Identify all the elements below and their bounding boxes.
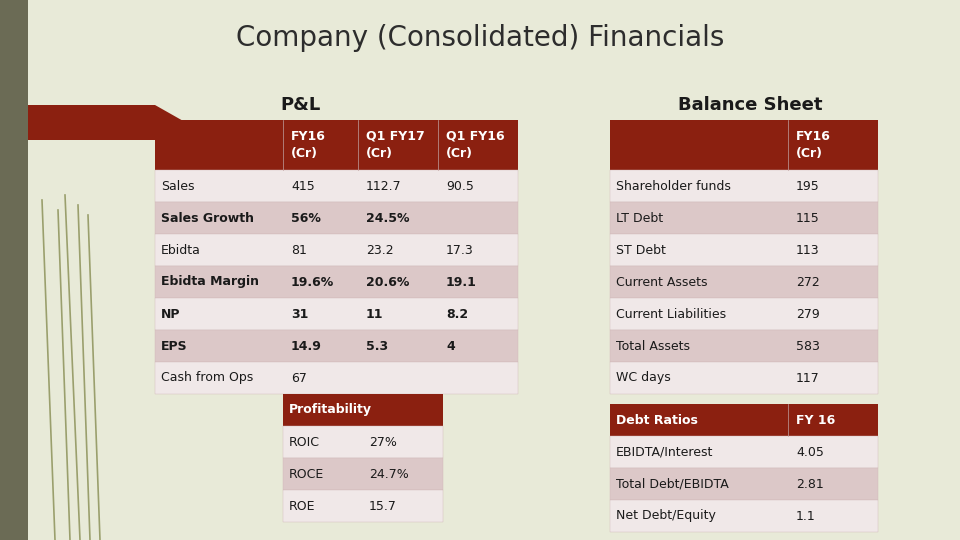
Text: EBIDTA/Interest: EBIDTA/Interest: [616, 446, 713, 458]
Text: (Cr): (Cr): [366, 147, 393, 160]
Text: 15.7: 15.7: [369, 500, 396, 512]
Text: 27%: 27%: [369, 435, 396, 449]
Text: 20.6%: 20.6%: [366, 275, 409, 288]
Text: 14.9: 14.9: [291, 340, 322, 353]
Text: ROIC: ROIC: [289, 435, 320, 449]
Text: Shareholder funds: Shareholder funds: [616, 179, 731, 192]
Text: Current Assets: Current Assets: [616, 275, 708, 288]
Text: 2.81: 2.81: [796, 477, 824, 490]
Text: FY 16: FY 16: [796, 414, 835, 427]
Text: Q1 FY17: Q1 FY17: [366, 130, 424, 143]
Text: Sales Growth: Sales Growth: [161, 212, 254, 225]
Text: 81: 81: [291, 244, 307, 256]
Text: 4: 4: [446, 340, 455, 353]
Text: Profitability: Profitability: [289, 403, 372, 416]
Text: 24.7%: 24.7%: [369, 468, 409, 481]
Bar: [610, 120, 878, 170]
Text: 8.2: 8.2: [446, 307, 468, 321]
Bar: [155, 362, 518, 394]
Text: 90.5: 90.5: [446, 179, 474, 192]
Text: FY16: FY16: [291, 130, 325, 143]
Bar: [155, 298, 518, 330]
Text: Total Assets: Total Assets: [616, 340, 690, 353]
Text: 4.05: 4.05: [796, 446, 824, 458]
Bar: [610, 234, 878, 266]
Text: Current Liabilities: Current Liabilities: [616, 307, 726, 321]
Text: 279: 279: [796, 307, 820, 321]
Text: Company (Consolidated) Financials: Company (Consolidated) Financials: [236, 24, 724, 52]
Text: ROE: ROE: [289, 500, 316, 512]
Text: 19.6%: 19.6%: [291, 275, 334, 288]
Text: 117: 117: [796, 372, 820, 384]
Text: WC days: WC days: [616, 372, 671, 384]
Text: 415: 415: [291, 179, 315, 192]
Polygon shape: [28, 105, 185, 140]
Text: P&L: P&L: [280, 96, 320, 114]
Bar: [610, 266, 878, 298]
Text: EPS: EPS: [161, 340, 187, 353]
Text: 272: 272: [796, 275, 820, 288]
Text: Cash from Ops: Cash from Ops: [161, 372, 253, 384]
Text: 56%: 56%: [291, 212, 321, 225]
Bar: [610, 362, 878, 394]
Text: ST Debt: ST Debt: [616, 244, 666, 256]
Text: 115: 115: [796, 212, 820, 225]
Bar: [283, 394, 443, 426]
Text: Ebidta: Ebidta: [161, 244, 201, 256]
Text: 113: 113: [796, 244, 820, 256]
Text: NP: NP: [161, 307, 180, 321]
Text: Ebidta Margin: Ebidta Margin: [161, 275, 259, 288]
Text: 24.5%: 24.5%: [366, 212, 410, 225]
Bar: [610, 330, 878, 362]
Text: 67: 67: [291, 372, 307, 384]
Bar: [610, 170, 878, 202]
Bar: [283, 426, 443, 458]
Text: 1.1: 1.1: [796, 510, 816, 523]
Text: (Cr): (Cr): [291, 147, 318, 160]
Text: 583: 583: [796, 340, 820, 353]
Bar: [155, 170, 518, 202]
Text: Sales: Sales: [161, 179, 195, 192]
Text: LT Debt: LT Debt: [616, 212, 663, 225]
Text: Debt Ratios: Debt Ratios: [616, 414, 698, 427]
Text: Net Debt/Equity: Net Debt/Equity: [616, 510, 716, 523]
Bar: [610, 202, 878, 234]
Text: 195: 195: [796, 179, 820, 192]
Bar: [610, 500, 878, 532]
Text: ROCE: ROCE: [289, 468, 324, 481]
Text: 31: 31: [291, 307, 308, 321]
Text: (Cr): (Cr): [796, 147, 823, 160]
Text: 11: 11: [366, 307, 383, 321]
Bar: [610, 404, 878, 436]
Bar: [610, 436, 878, 468]
Bar: [155, 202, 518, 234]
Text: FY16: FY16: [796, 130, 830, 143]
Text: 17.3: 17.3: [446, 244, 473, 256]
Bar: [610, 298, 878, 330]
Text: (Cr): (Cr): [446, 147, 473, 160]
Text: 5.3: 5.3: [366, 340, 388, 353]
Bar: [155, 120, 518, 170]
Bar: [283, 458, 443, 490]
Bar: [610, 468, 878, 500]
Text: 23.2: 23.2: [366, 244, 394, 256]
Text: Q1 FY16: Q1 FY16: [446, 130, 505, 143]
Bar: [155, 266, 518, 298]
Text: Total Debt/EBIDTA: Total Debt/EBIDTA: [616, 477, 729, 490]
Bar: [155, 234, 518, 266]
Text: Balance Sheet: Balance Sheet: [678, 96, 823, 114]
Text: 19.1: 19.1: [446, 275, 477, 288]
Bar: [155, 330, 518, 362]
Text: 112.7: 112.7: [366, 179, 401, 192]
Bar: [0, 0, 28, 540]
Bar: [283, 490, 443, 522]
